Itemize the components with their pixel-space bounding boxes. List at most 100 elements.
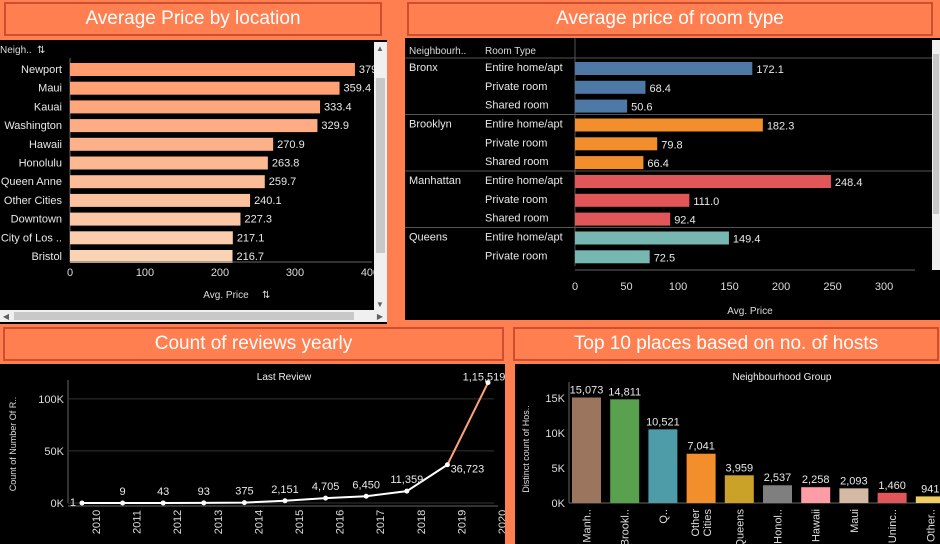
room-x-tick: 200 <box>772 281 790 293</box>
room-axis-area <box>405 266 932 320</box>
hosts-bar <box>839 488 869 503</box>
location-horizontal-scrollbar[interactable]: ◀ ▶ <box>0 310 387 322</box>
reviews-y-axis-label: Count of Number Of R.. <box>8 397 18 492</box>
room-vertical-scroll-thumb[interactable] <box>933 54 939 214</box>
reviews-point <box>201 500 207 506</box>
hosts-bar-value: 15,073 <box>570 384 604 396</box>
location-bar <box>70 100 321 114</box>
reviews-point-label: 4,705 <box>312 481 340 493</box>
room-type-label: Shared room <box>485 156 549 168</box>
hosts-chart-title: Neighbourhood Group <box>733 372 832 383</box>
reviews-panel-title: Count of reviews yearly <box>3 327 504 361</box>
location-bar-value: 227.3 <box>244 214 272 226</box>
reviews-point <box>444 462 450 468</box>
reviews-line-last-segment <box>446 382 489 466</box>
room-chart: Neighbourh.. Room Type Bronx Entire home/ap… <box>405 38 932 320</box>
hosts-y-tick: 0K <box>552 498 566 510</box>
room-bar-value: 172.1 <box>756 64 784 76</box>
room-x-tick: 300 <box>875 281 893 293</box>
location-vertical-scrollbar[interactable]: ▲ ▼ <box>374 42 387 310</box>
frame-divider-lower <box>505 320 515 544</box>
location-x-tick: 200 <box>211 267 229 279</box>
hosts-bar-value: 3,959 <box>726 462 754 474</box>
hosts-x-tick: Q.. <box>658 509 670 524</box>
room-vertical-scrollbar[interactable] <box>932 40 940 270</box>
reviews-panel: Last Review Count of Number Of R.. 0K 50K 10… <box>0 364 505 544</box>
location-horizontal-scroll-thumb[interactable] <box>14 312 354 320</box>
room-x-tick: 250 <box>823 281 841 293</box>
hosts-bar-value: 2,537 <box>764 472 792 484</box>
room-bar-value: 68.4 <box>649 83 670 95</box>
location-x-tick: 100 <box>136 267 154 279</box>
hosts-bar <box>877 492 907 503</box>
location-category-label: Hawaii <box>29 139 62 151</box>
reviews-x-tick: 2012 <box>172 510 184 534</box>
room-x-tick: 50 <box>620 281 632 293</box>
room-bar-value: 182.3 <box>767 121 795 133</box>
room-x-tick: 100 <box>669 281 687 293</box>
reviews-point-label: 6,450 <box>352 479 380 491</box>
hosts-bar <box>763 485 792 503</box>
location-bar <box>70 193 251 207</box>
reviews-chart-title: Last Review <box>257 372 312 383</box>
reviews-point <box>485 380 491 386</box>
room-type-label: Shared room <box>485 100 549 112</box>
hosts-title-text: Top 10 places based on no. of hosts <box>573 333 879 354</box>
room-x-tick: 0 <box>572 281 578 293</box>
room-group-label: Queens <box>409 232 448 244</box>
location-category-label: Queen Anne <box>1 176 62 188</box>
room-type-label: Private room <box>485 137 547 149</box>
location-category-label: Newport <box>21 64 62 76</box>
reviews-point-label: 9 <box>120 486 126 498</box>
location-bar <box>70 175 265 189</box>
room-bar-value: 149.4 <box>733 234 761 246</box>
room-type-label: Private room <box>485 194 547 206</box>
room-col-roomtype-header: Room Type <box>485 46 536 57</box>
hosts-y-tick: 5K <box>552 463 566 475</box>
location-bar-value: 217.1 <box>237 232 265 244</box>
room-bar-value: 66.4 <box>647 158 668 170</box>
scroll-down-icon[interactable]: ▼ <box>376 299 384 309</box>
hosts-bar <box>915 496 940 503</box>
hosts-bar-value: 1,460 <box>878 480 906 492</box>
scroll-right-icon[interactable]: ▶ <box>376 311 384 321</box>
reviews-x-tick: 2013 <box>213 510 225 534</box>
room-panel: Neighbourh.. Room Type Bronx Entire home/ap… <box>405 38 940 320</box>
reviews-point <box>363 493 369 499</box>
reviews-title-text: Count of reviews yearly <box>154 333 353 354</box>
hosts-bar <box>648 429 678 503</box>
hosts-y-tick: 15K <box>545 393 565 405</box>
hosts-x-tick: Hawaii <box>811 509 823 542</box>
location-title-text: Average Price by location <box>85 8 301 29</box>
location-category-label: Maui <box>38 83 62 95</box>
location-category-label: City of Los .. <box>1 232 62 244</box>
location-category-label: Bristol <box>31 251 62 263</box>
scroll-up-icon[interactable]: ▲ <box>376 43 384 53</box>
scroll-left-icon[interactable]: ◀ <box>2 311 10 321</box>
location-panel: Neigh.. ⇅ Newport 379.9 Maui 359.4 Kauai 333.4 W… <box>0 40 387 324</box>
room-x-tick: 150 <box>720 281 738 293</box>
reviews-y-tick: 0K <box>51 498 65 510</box>
reviews-x-tick: 2014 <box>253 510 265 534</box>
location-axis-label: Avg. Price <box>203 290 249 301</box>
hosts-bar-value: 941 <box>921 483 939 495</box>
reviews-point-label: 11,359 <box>390 474 423 486</box>
location-bar <box>70 119 318 133</box>
reviews-y-tick: 50K <box>44 446 64 458</box>
room-panel-title: Average price of room type <box>407 2 933 36</box>
reviews-x-tick: 2010 <box>91 510 103 534</box>
frame-divider-vertical <box>387 0 405 325</box>
location-category-label: Kauai <box>34 101 62 113</box>
location-vertical-scroll-thumb[interactable] <box>376 78 385 253</box>
location-bar <box>70 212 241 226</box>
location-bar-value: 270.9 <box>277 139 305 151</box>
hosts-x-tick: Other.. <box>925 509 937 542</box>
room-bar-value: 111.0 <box>693 196 719 208</box>
reviews-point-label: 2,151 <box>271 484 299 496</box>
room-bar <box>575 193 690 207</box>
reviews-point <box>241 500 247 506</box>
location-bar <box>70 63 355 76</box>
hosts-bar <box>686 453 716 503</box>
